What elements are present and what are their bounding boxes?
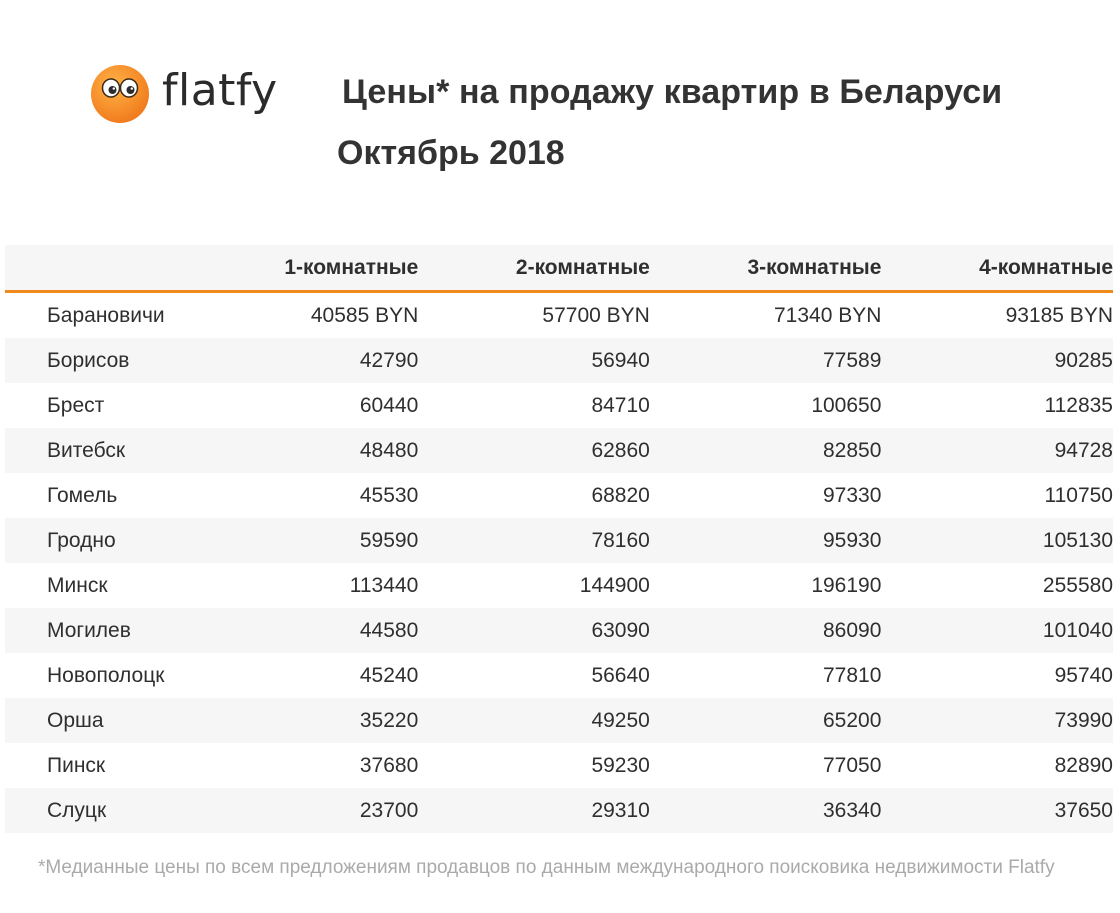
price-cell-3-room: 77810 bbox=[823, 663, 882, 687]
price-cell-1-room: 45240 bbox=[359, 663, 419, 687]
price-cell-1-room: 40585 BYN bbox=[310, 303, 419, 327]
price-cell-3-room: 95930 bbox=[649, 518, 882, 563]
table-row: Барановичи 40585 BYN 57700 BYN 71340 BYN 931… bbox=[5, 292, 1113, 339]
city-name: Брест bbox=[47, 393, 105, 417]
column-header-2-room: 2-комнатные bbox=[418, 245, 650, 293]
footnote: *Медианные цены по всем предложениям про… bbox=[38, 857, 1055, 878]
price-cell-2-room: 56640 bbox=[591, 663, 650, 687]
price-cell-4-room: 95740 bbox=[1054, 663, 1113, 687]
price-cell-3-room: 65200 bbox=[649, 698, 882, 743]
price-cell-3-room: 36340 bbox=[649, 788, 882, 833]
price-cell-1-room: 42790 bbox=[186, 338, 419, 383]
city-name: Витебск bbox=[5, 428, 187, 473]
column-header-4-room: 4-комнатные bbox=[881, 245, 1113, 293]
table-row: Гомель 45530 68820 97330 110750 bbox=[5, 473, 1113, 518]
city-name: Гродно bbox=[5, 518, 187, 563]
price-cell-3-room: 86090 bbox=[649, 608, 882, 653]
price-cell-4-room: 93185 BYN bbox=[1005, 303, 1113, 327]
table-row: Орша 35220 49250 65200 73990 bbox=[5, 698, 1113, 743]
price-cell-4-room: 112835 bbox=[1044, 393, 1113, 417]
table-row: Минск 113440 144900 196190 255580 bbox=[5, 563, 1113, 608]
price-cell-2-room: 56940 bbox=[418, 338, 650, 383]
price-cell-3-room: 196190 bbox=[811, 573, 882, 597]
price-cell-4-room: 94728 bbox=[881, 428, 1113, 473]
price-cell-1-room: 45530 bbox=[359, 483, 419, 507]
page-subtitle: Октябрь 2018 bbox=[337, 134, 565, 172]
eyes-logo-icon bbox=[91, 65, 149, 123]
table-row: Новополоцк 45240 56640 77810 95740 bbox=[5, 653, 1113, 698]
price-cell-1-room: 59590 bbox=[186, 518, 419, 563]
price-cell-1-room: 44580 bbox=[186, 608, 419, 653]
city-name: Борисов bbox=[5, 338, 187, 383]
price-cell-2-room: 62860 bbox=[418, 428, 650, 473]
price-cell-3-room: 100650 bbox=[811, 393, 882, 417]
price-cell-1-room: 60440 bbox=[359, 393, 419, 417]
price-cell-4-room: 73990 bbox=[881, 698, 1113, 743]
price-cell-4-room: 101040 bbox=[881, 608, 1113, 653]
page-title: Цены* на продажу квартир в Беларуси bbox=[342, 73, 1003, 111]
column-header-3-room: 3-комнатные bbox=[649, 245, 882, 293]
table-row: Слуцк 23700 29310 36340 37650 bbox=[5, 788, 1113, 833]
city-name: Барановичи bbox=[47, 303, 165, 327]
price-cell-2-room: 29310 bbox=[418, 788, 650, 833]
price-cell-3-room: 97330 bbox=[823, 483, 882, 507]
price-cell-2-room: 68820 bbox=[591, 483, 650, 507]
price-cell-2-room: 78160 bbox=[418, 518, 650, 563]
city-name: Пинск bbox=[47, 753, 106, 777]
city-name: Новополоцк bbox=[47, 663, 165, 687]
city-name: Слуцк bbox=[5, 788, 187, 833]
price-cell-1-room: 37680 bbox=[359, 753, 419, 777]
column-header-1-room: 1-комнатные bbox=[186, 245, 419, 293]
table-row: Брест 60440 84710 100650 112835 bbox=[5, 383, 1113, 428]
table-row: Могилев 44580 63090 86090 101040 bbox=[5, 608, 1113, 653]
price-cell-3-room: 77050 bbox=[823, 753, 882, 777]
price-cell-4-room: 255580 bbox=[1042, 573, 1113, 597]
table-row: Гродно 59590 78160 95930 105130 bbox=[5, 518, 1113, 563]
table-row: Витебск 48480 62860 82850 94728 bbox=[5, 428, 1113, 473]
price-cell-4-room: 110750 bbox=[1044, 483, 1113, 507]
price-cell-2-room: 59230 bbox=[591, 753, 650, 777]
price-cell-4-room: 37650 bbox=[881, 788, 1113, 833]
price-cell-4-room: 82890 bbox=[1054, 753, 1113, 777]
table-header-row: 1-комнатные 2-комнатные 3-комнатные 4-ко… bbox=[5, 245, 1113, 293]
price-cell-1-room: 23700 bbox=[186, 788, 419, 833]
column-header-city bbox=[5, 245, 187, 293]
table-row: Борисов 42790 56940 77589 90285 bbox=[5, 338, 1113, 383]
city-name: Гомель bbox=[47, 483, 118, 507]
price-cell-4-room: 105130 bbox=[881, 518, 1113, 563]
price-cell-1-room: 113440 bbox=[349, 573, 419, 597]
price-table: 1-комнатные 2-комнатные 3-комнатные 4-ко… bbox=[5, 245, 1113, 833]
price-cell-4-room: 90285 bbox=[881, 338, 1113, 383]
price-cell-3-room: 82850 bbox=[649, 428, 882, 473]
price-cell-1-room: 48480 bbox=[186, 428, 419, 473]
city-name: Могилев bbox=[5, 608, 187, 653]
city-name: Минск bbox=[47, 573, 108, 597]
price-cell-2-room: 144900 bbox=[579, 573, 650, 597]
city-name: Орша bbox=[5, 698, 187, 743]
price-cell-2-room: 84710 bbox=[591, 393, 650, 417]
table-row: Пинск 37680 59230 77050 82890 bbox=[5, 743, 1113, 788]
price-cell-2-room: 57700 BYN bbox=[542, 303, 650, 327]
price-cell-3-room: 77589 bbox=[649, 338, 882, 383]
price-cell-2-room: 49250 bbox=[418, 698, 650, 743]
price-cell-2-room: 63090 bbox=[418, 608, 650, 653]
price-cell-3-room: 71340 BYN bbox=[773, 303, 882, 327]
brand-name: flatfy bbox=[162, 65, 278, 116]
price-cell-1-room: 35220 bbox=[186, 698, 419, 743]
brand-logo: flatfy bbox=[90, 64, 278, 124]
